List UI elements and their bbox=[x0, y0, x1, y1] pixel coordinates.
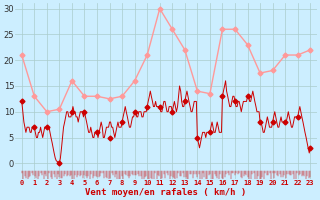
X-axis label: Vent moyen/en rafales ( km/h ): Vent moyen/en rafales ( km/h ) bbox=[85, 188, 247, 197]
